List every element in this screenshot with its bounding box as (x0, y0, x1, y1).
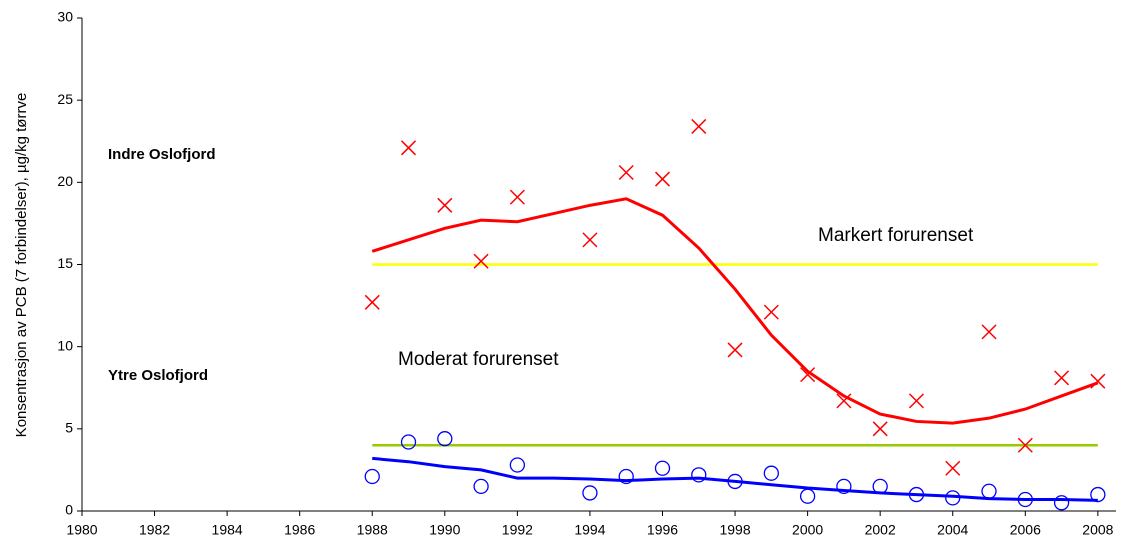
marker (691, 118, 707, 134)
x-tick-label: 2002 (865, 522, 896, 538)
marker-stroke (654, 171, 671, 187)
marker (763, 465, 779, 481)
x-tick-label: 1984 (212, 522, 243, 538)
y-tick-label: 20 (57, 173, 73, 189)
marker (473, 253, 489, 269)
marker (437, 431, 453, 447)
marker-stroke (727, 342, 743, 358)
y-tick-label: 10 (57, 337, 73, 353)
marker (799, 488, 816, 504)
y-axis-label: Konsentrasjon av PCB (7 forbindelser), µ… (13, 93, 30, 438)
trend-line (372, 456, 1098, 502)
marker (1017, 437, 1033, 453)
y-tick-label: 25 (57, 91, 73, 107)
marker (509, 189, 525, 205)
x-tick-label: 2006 (1010, 522, 1041, 538)
x-tick-label: 2008 (1082, 522, 1113, 538)
annotation: Indre Oslofjord (108, 146, 216, 163)
marker-stroke (763, 304, 779, 320)
marker (1053, 495, 1070, 511)
x-tick-label: 1994 (574, 522, 605, 538)
marker (836, 393, 852, 409)
marker-stroke (1017, 437, 1033, 453)
marker-stroke (509, 189, 525, 205)
marker-stroke (981, 324, 997, 340)
marker (836, 478, 852, 495)
marker (654, 171, 671, 187)
x-tick-label: 1986 (284, 522, 315, 538)
marker (1054, 370, 1070, 386)
x-tick-label: 2004 (937, 522, 968, 538)
marker (763, 304, 779, 320)
marker (618, 468, 634, 485)
y-tick-label: 15 (57, 255, 73, 271)
x-tick-label: 1998 (719, 522, 750, 538)
marker (981, 324, 997, 340)
marker (691, 467, 707, 483)
marker-stroke (1054, 370, 1070, 386)
marker (582, 232, 598, 248)
x-tick-label: 1980 (66, 522, 97, 538)
x-tick-label: 1992 (502, 522, 533, 538)
marker-stroke (364, 294, 380, 310)
marker (582, 485, 598, 501)
marker-stroke (473, 253, 489, 269)
marker (364, 468, 380, 485)
marker-stroke (872, 421, 888, 437)
trend-line (371, 197, 1099, 425)
marker-stroke (437, 197, 453, 213)
marker (437, 197, 453, 213)
x-tick-label: 2000 (792, 522, 823, 538)
y-tick-label: 5 (65, 420, 73, 436)
marker (800, 367, 816, 383)
marker (945, 460, 961, 476)
marker-stroke (800, 367, 816, 383)
y-tick-label: 0 (65, 502, 73, 518)
marker-stroke (618, 164, 634, 181)
marker-stroke (400, 140, 417, 156)
marker-stroke (691, 118, 707, 134)
marker-stroke (908, 393, 924, 409)
marker (908, 393, 924, 409)
marker (509, 457, 526, 473)
marker (872, 421, 888, 437)
marker (400, 434, 417, 450)
marker-stroke (836, 393, 852, 409)
annotation: Markert forurenset (818, 225, 974, 246)
y-tick-label: 30 (57, 9, 73, 25)
annotation: Moderat forurenset (398, 349, 559, 370)
marker (654, 460, 671, 476)
marker (400, 140, 417, 156)
x-tick-label: 1990 (429, 522, 460, 538)
x-tick-label: 1996 (647, 522, 678, 538)
marker-stroke (582, 232, 598, 248)
annotation: Ytre Oslofjord (108, 367, 208, 384)
marker (473, 478, 489, 495)
marker (1090, 486, 1106, 503)
x-tick-label: 1982 (139, 522, 170, 538)
marker (727, 342, 743, 358)
marker (364, 294, 380, 310)
x-tick-label: 1988 (357, 522, 388, 538)
marker (618, 164, 634, 181)
marker (981, 483, 997, 499)
marker-stroke (945, 460, 961, 476)
